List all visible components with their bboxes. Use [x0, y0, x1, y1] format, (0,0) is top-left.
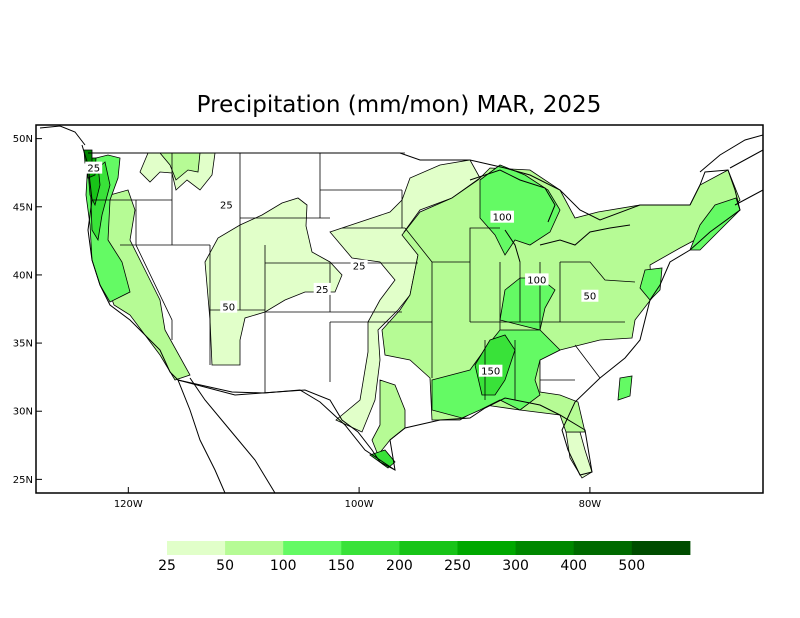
- coastlines: [39, 125, 763, 493]
- legend-label: 50: [216, 558, 234, 574]
- us-coastline: [81, 144, 741, 476]
- contour-label: 100: [493, 213, 512, 224]
- lat-tick-label: 35N: [13, 339, 33, 350]
- contour-label: 150: [481, 367, 500, 378]
- lon-tick-label: 80W: [579, 499, 602, 510]
- legend-swatch: [225, 541, 284, 555]
- contour-label-bg: [313, 282, 331, 295]
- canada-east-coast: [699, 134, 763, 206]
- contour-label: 50: [222, 303, 235, 314]
- contour-label-bg: [217, 198, 235, 211]
- legend-label: 500: [618, 558, 645, 574]
- contour-label-bg: [350, 259, 368, 272]
- contour-label-bg: [581, 289, 599, 302]
- region-50-100: [381, 167, 741, 433]
- contour-label-bg: [478, 364, 503, 377]
- color-legend: 25 50 100 150 200 250 300 400 500: [158, 541, 691, 574]
- map-area: 25 25 25 25 50 50 100 100 150: [39, 125, 763, 493]
- legend-label: 25: [158, 558, 176, 574]
- legend-label: 300: [502, 558, 529, 574]
- state-line: [93, 152, 636, 400]
- region-100-150: [639, 267, 663, 301]
- legend-label: 400: [560, 558, 587, 574]
- region-100-150: [479, 164, 561, 256]
- state-boundaries: [93, 152, 636, 400]
- legend-swatch: [515, 541, 575, 555]
- latitude-ticks: 50N 45N 40N 35N 30N 25N: [13, 134, 42, 486]
- contour-label: 25: [87, 164, 100, 175]
- contour-labels: 25 25 25 25 50 50 100 100 150: [85, 161, 599, 378]
- contour-label-bg: [220, 300, 238, 313]
- lat-tick-label: 25N: [13, 475, 33, 486]
- contour-label-bg: [525, 273, 549, 286]
- legend-label: 150: [328, 558, 355, 574]
- region-25-50: [204, 197, 343, 366]
- region-100-150: [617, 375, 633, 401]
- legend-label: 200: [386, 558, 413, 574]
- lat-tick-label: 40N: [13, 270, 33, 281]
- legend-swatch: [167, 541, 226, 555]
- great-lakes: [469, 169, 631, 263]
- map-frame: [35, 124, 764, 494]
- legend-swatch: [283, 541, 342, 555]
- legend-label: 100: [270, 558, 297, 574]
- contour-label-bg: [85, 161, 103, 174]
- region-50-100: [371, 379, 406, 456]
- mexico-border: [177, 379, 396, 471]
- region-150-200: [369, 449, 396, 469]
- hudson-shore: [39, 125, 86, 146]
- baja-coast: [177, 379, 226, 493]
- lat-tick-label: 30N: [13, 407, 33, 418]
- legend-label: 250: [444, 558, 471, 574]
- contour-label: 25: [220, 200, 233, 211]
- lon-tick-label: 100W: [345, 499, 374, 510]
- longitude-ticks: 120W 100W 80W: [114, 487, 601, 510]
- contour-label: 100: [527, 275, 546, 286]
- contour-label: 50: [584, 292, 597, 303]
- mexico-west-coast: [189, 377, 276, 493]
- lat-tick-label: 45N: [13, 202, 33, 213]
- canada-border: [88, 152, 690, 221]
- legend-swatch: [631, 541, 691, 555]
- legend-swatch: [457, 541, 517, 555]
- legend-swatch: [573, 541, 633, 555]
- lon-tick-label: 120W: [114, 499, 143, 510]
- contour-label: 25: [353, 262, 366, 273]
- map-title: Precipitation (mm/mon) MAR, 2025: [197, 92, 602, 118]
- precipitation-regions: [83, 149, 741, 479]
- legend-swatch: [341, 541, 400, 555]
- lat-tick-label: 50N: [13, 134, 33, 145]
- legend-swatch: [399, 541, 458, 555]
- contour-label-bg: [490, 210, 514, 223]
- contour-label: 25: [316, 285, 329, 296]
